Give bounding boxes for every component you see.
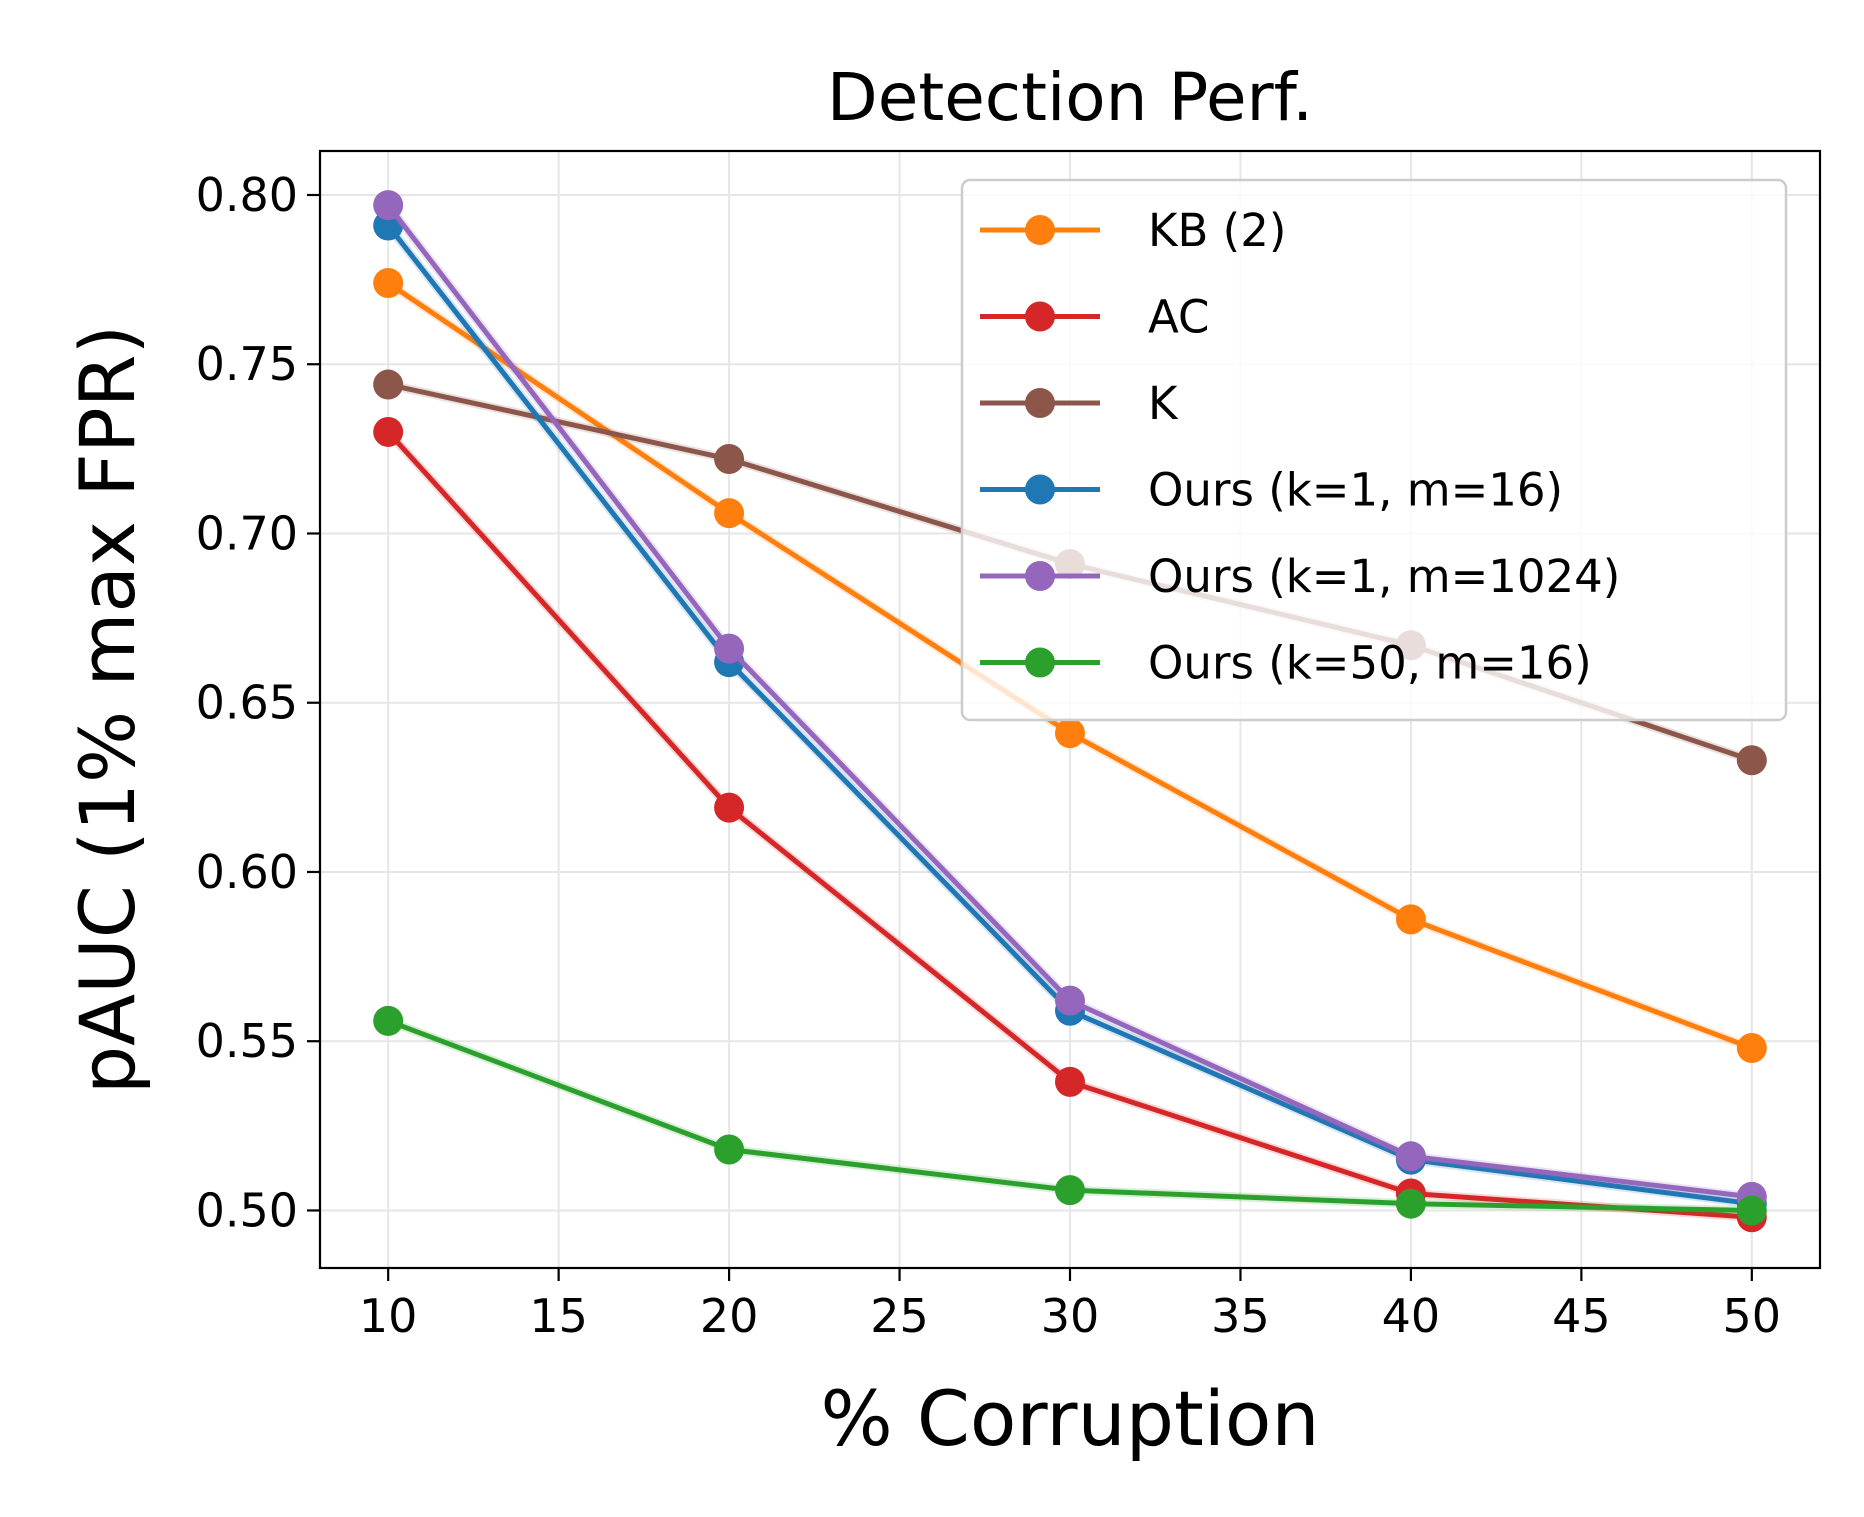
y-tick-label: 0.60	[196, 845, 298, 899]
ticks: 10 15 20 25 30 35 40 45 50 0.50 0.55 0.60 0.65 0.70 0.…	[196, 168, 1782, 1343]
data-point	[1395, 904, 1426, 935]
data-point	[1055, 985, 1085, 1016]
legend-item: Ours (k=1, m=16)	[980, 464, 1563, 517]
data-point	[373, 268, 404, 299]
legend-label: AC	[1148, 291, 1209, 344]
series-layer	[373, 190, 1767, 1233]
x-tick-label: 15	[529, 1289, 588, 1343]
x-tick-label: 50	[1723, 1289, 1782, 1343]
y-tick-label: 0.55	[196, 1014, 298, 1068]
data-point	[1736, 1195, 1767, 1226]
x-tick-label: 35	[1211, 1289, 1270, 1343]
legend-box	[960, 178, 1788, 722]
data-point	[1395, 1141, 1426, 1172]
x-tick-label: 40	[1382, 1289, 1441, 1343]
data-point	[1055, 718, 1085, 749]
y-tick-label: 0.75	[196, 337, 298, 391]
data-point	[1055, 1175, 1085, 1206]
data-point	[714, 498, 745, 529]
x-tick-label: 10	[359, 1289, 418, 1343]
legend-marker	[1025, 215, 1055, 245]
legend-label: K	[1148, 377, 1179, 430]
data-point	[714, 444, 745, 475]
data-point	[714, 792, 745, 823]
data-point	[1055, 1066, 1085, 1097]
legend-label: KB (2)	[1148, 204, 1286, 257]
y-tick-label: 0.70	[196, 506, 298, 560]
legend-item: K	[980, 377, 1179, 430]
legend-item: Ours (k=50, m=16)	[980, 637, 1592, 690]
data-point	[714, 1134, 745, 1165]
legend-label: Ours (k=1, m=16)	[1148, 464, 1563, 517]
legend-marker	[1025, 561, 1055, 591]
legend-label: Ours (k=50, m=16)	[1148, 637, 1592, 690]
data-point	[373, 369, 404, 400]
data-point	[1736, 1032, 1767, 1063]
x-tick-label: 30	[1041, 1289, 1100, 1343]
data-point	[373, 1005, 404, 1036]
data-point	[373, 190, 404, 221]
data-point	[373, 416, 404, 447]
x-axis-label: % Corruption	[820, 1374, 1319, 1463]
data-point	[1395, 1188, 1426, 1219]
legend-marker	[1025, 388, 1055, 418]
y-tick-label: 0.80	[196, 168, 298, 222]
legend: KB (2) AC K Ours (k=1, m=16) Ours (k=1, m=10…	[960, 178, 1788, 722]
chart-title: Detection Perf.	[827, 59, 1313, 136]
legend-marker	[1025, 647, 1055, 678]
x-tick-label: 45	[1552, 1289, 1611, 1343]
legend-item: KB (2)	[980, 204, 1286, 257]
legend-label: Ours (k=1, m=1024)	[1148, 550, 1620, 603]
y-axis-label: pAUC (1% max FPR)	[63, 325, 152, 1094]
x-tick-label: 20	[700, 1289, 759, 1343]
series-5	[373, 1005, 1767, 1226]
legend-item: Ours (k=1, m=1024)	[980, 550, 1620, 603]
data-point	[1736, 745, 1767, 776]
legend-marker	[1025, 301, 1055, 332]
x-tick-label: 25	[870, 1289, 929, 1343]
y-tick-label: 0.65	[196, 676, 298, 730]
data-point	[714, 633, 745, 664]
y-tick-label: 0.50	[196, 1183, 298, 1237]
legend-marker	[1025, 474, 1055, 505]
legend-item: AC	[980, 291, 1209, 344]
